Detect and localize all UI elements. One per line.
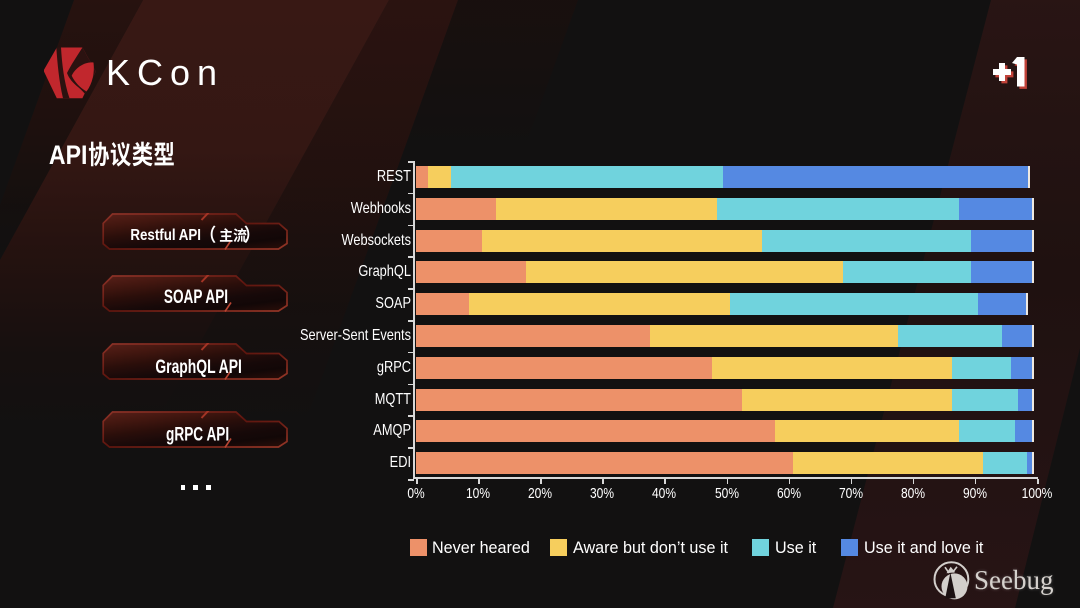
svg-text:Seebug: Seebug — [974, 565, 1053, 595]
svg-text:GraphQL API: GraphQL API — [155, 356, 242, 378]
svg-text:API: API — [49, 140, 88, 170]
svg-text:SOAP API: SOAP API — [164, 286, 228, 308]
svg-text:Restful API: Restful API — [130, 227, 201, 244]
svg-text:gRPC API: gRPC API — [166, 424, 229, 446]
